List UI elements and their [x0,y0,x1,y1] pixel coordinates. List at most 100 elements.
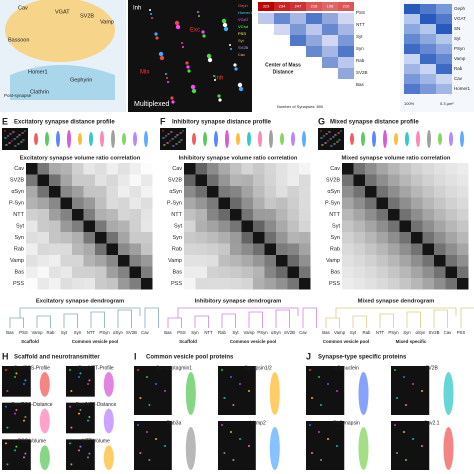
item-label: Bas/PSS-Distance [11,402,52,408]
puncta [186,65,190,69]
panel-title: Mixed synapse distance profile [330,120,419,126]
bottom-dot [139,397,142,399]
matrix-cell [83,174,95,186]
bottom-dot [15,409,18,411]
matrix-cell [287,232,299,244]
thumb-dot [332,136,334,138]
matrix-cell [230,266,242,278]
thumb-dot [172,145,174,147]
matrix-cell [218,209,230,221]
thumb-dot [24,130,26,132]
violin [56,131,60,147]
matrix-cell [26,266,38,278]
item-label: PSS Volume [18,439,46,445]
matrix-cell [434,220,446,232]
matrix-cell [253,209,265,221]
matrix-cell [230,197,242,209]
matrix-cell [434,278,446,290]
matrix-cell [184,278,196,290]
matrix-cell [141,243,153,255]
dendro-branch [90,311,105,328]
puncta [175,24,181,30]
group-label: Common vesicle pool [230,339,277,344]
violin [361,132,365,146]
matrix-cell [299,174,311,186]
matrix-cell [95,163,107,175]
matrix-cell [411,220,423,232]
leaf-label: Bas [322,330,329,335]
matrix-cell [218,278,230,290]
right-cell [436,44,452,54]
item-label: Bas/NTT-Profile [78,365,114,371]
corr-title: Excitatory synapse volume ratio correlat… [20,156,141,162]
matrix-cell [299,266,311,278]
thumb-dot [21,141,23,143]
matrix-cell [83,278,95,290]
matrix-cell [376,232,388,244]
matrix-cell [299,278,311,290]
bottom-image [134,366,172,415]
bottom-dot [403,431,405,433]
matrix-cell [184,220,196,232]
bottom-dot [239,438,241,440]
item-label: Rab3a [167,420,182,426]
thumb-dot [5,137,7,139]
puncta [230,48,232,50]
puncta [234,67,238,71]
thumb-dot [167,142,169,144]
bottom-image [306,366,345,415]
matrix-cell [26,243,38,255]
right-cell [420,44,436,54]
matrix-cell [276,266,288,278]
dendro-root [177,307,299,318]
thumb-dot [23,139,25,141]
panel-title: Inhibitory synapse distance profile [172,120,272,126]
thumb-dot [15,145,17,147]
matrix-cell [141,278,153,290]
right-cell [436,24,452,34]
matrix-cell [253,278,265,290]
violin [460,131,464,147]
bottom-dot [6,463,9,466]
matrix-cell [72,197,84,209]
right-cell [404,34,420,44]
matrix-cell [353,232,365,244]
thumb-dot [175,136,177,138]
bottom-dot [78,449,80,452]
puncta [159,55,165,61]
right-cell [404,24,420,34]
micro-legend: PSS [238,31,246,36]
thumb-dot [331,145,333,147]
matrix-cell [422,255,434,267]
corr-title: Inhibitory synapse volume ratio correlat… [179,156,298,162]
matrix-cell [411,186,423,198]
right-cell [404,84,420,94]
matrix-cell [37,163,49,175]
matrix-cell [287,220,299,232]
puncta [233,63,237,67]
bottom-dot [164,390,166,392]
dendro-branch [221,313,236,328]
matrix-cell [37,243,49,255]
matrix-cell [353,266,365,278]
matrix-cell [276,163,288,175]
thumb-dot [17,136,19,138]
matrix-cell [207,197,219,209]
matrix-cell [264,278,276,290]
matrix-cell [388,174,400,186]
matrix-cell [287,174,299,186]
bottom-dot [336,445,338,447]
matrix-cell [72,255,84,267]
dendro-branch [406,311,421,328]
bottom-dot [318,431,320,433]
matrix-cell [399,243,411,255]
matrix-cell [457,174,469,186]
bottom-dot [24,452,27,455]
matrix-cell [184,266,196,278]
thumb-dot [174,136,176,138]
thumb-dot [6,144,8,146]
matrix-cell [287,278,299,290]
leaf-label: NTT [87,330,96,335]
group-label: Common vesicle pool [72,339,119,344]
dendro-branch [379,313,394,328]
